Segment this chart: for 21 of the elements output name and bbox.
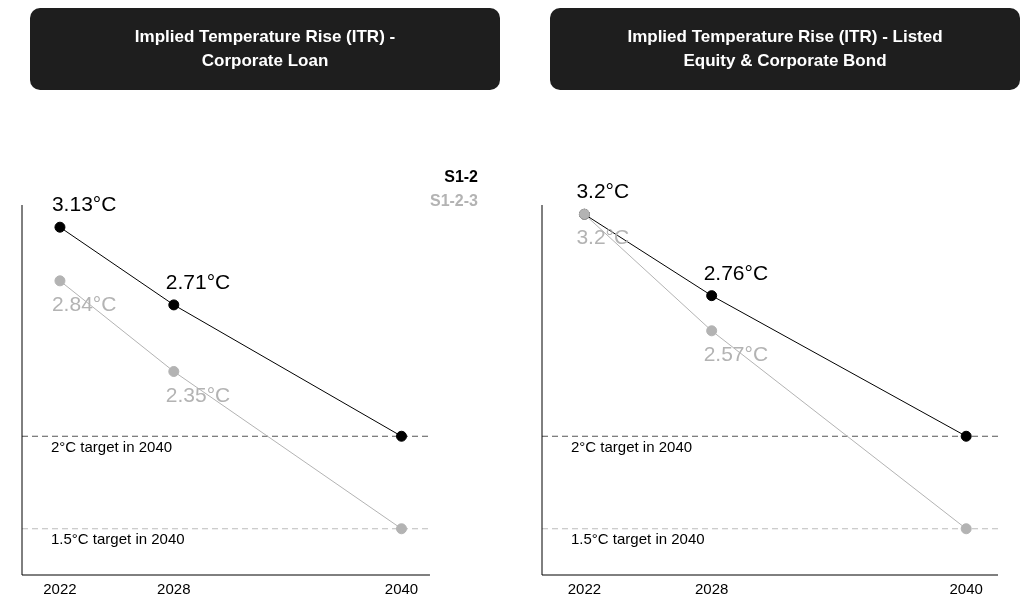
data-label: 3.13°C — [51, 192, 117, 216]
data-label: 2.84°C — [51, 291, 117, 315]
x-tick-label: 2022 — [567, 579, 602, 597]
x-tick-label: 2040 — [384, 579, 419, 597]
ref-line-label: 2°C target in 2040 — [51, 437, 173, 455]
text: S1-2 — [443, 167, 478, 187]
ref-line-label: 1.5°C target in 2040 — [571, 530, 705, 548]
data-label: 2.76°C — [703, 260, 769, 284]
chart-title: Implied Temperature Rise (ITR) - Corporate Loan — [133, 26, 397, 72]
data-label: 2.71°C — [165, 269, 231, 293]
x-tick-label: 2022 — [43, 579, 77, 597]
x-tick-label: 2040 — [949, 579, 983, 597]
text: S1-2-3 — [429, 191, 478, 211]
x-tick-label: 2028 — [694, 579, 729, 597]
ref-line-label: 1.5°C target in 2040 — [51, 530, 185, 548]
x-tick-label: 2028 — [157, 579, 191, 597]
data-label: 2.57°C — [703, 341, 769, 365]
ref-line-label: 2°C target in 2040 — [571, 437, 693, 455]
data-label: 2.35°C — [165, 382, 231, 406]
chart-title: Implied Temperature Rise (ITR) - Listed Equity & Corporate Bond — [626, 26, 944, 72]
data-label: 3.2°C — [576, 179, 630, 203]
